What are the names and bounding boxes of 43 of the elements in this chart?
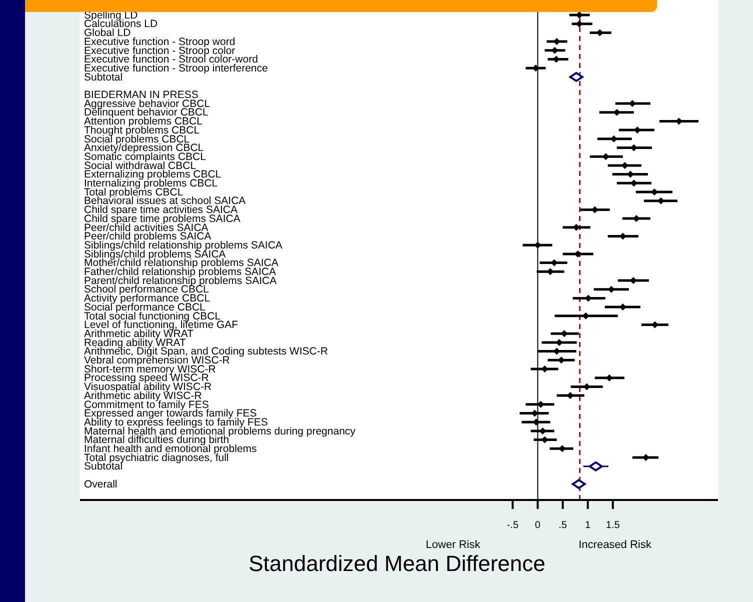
point: [613, 108, 620, 116]
point: [657, 197, 664, 204]
x-tick-label: 1.5: [606, 520, 620, 531]
point: [621, 162, 628, 169]
y-tick-label: Thought problems CBCL: [84, 124, 200, 136]
point: [537, 400, 544, 408]
point: [576, 20, 583, 28]
point: [574, 250, 582, 258]
point: [582, 312, 590, 320]
point: [558, 445, 566, 452]
x-tick-label: 1: [585, 520, 592, 531]
text: Lower Risk: [426, 539, 481, 551]
point: [539, 427, 546, 434]
y-tick-label: Subtotal: [84, 71, 123, 84]
point: [553, 38, 560, 46]
point: [560, 330, 568, 338]
point: [606, 374, 613, 382]
y-tick-label: Overall: [84, 478, 118, 490]
point: [619, 304, 626, 311]
x-tick-label: .5: [558, 520, 568, 531]
y-tick-label: Siblings/child relationship problems SAICA: [84, 239, 282, 252]
point: [551, 46, 558, 54]
point: [569, 72, 584, 82]
point: [588, 461, 603, 472]
point: [572, 224, 580, 231]
x-axis-title: Standardized Mean Difference: [248, 551, 546, 576]
point: [541, 366, 548, 372]
point: [558, 356, 565, 364]
point: [532, 64, 540, 72]
point: [546, 268, 554, 276]
point: [608, 286, 615, 293]
point: [566, 392, 574, 400]
point: [572, 479, 586, 490]
point: [576, 12, 583, 18]
x-tick-label: 0: [534, 520, 541, 531]
text: Increased Risk: [578, 539, 652, 551]
point: [532, 418, 540, 426]
point: [556, 338, 563, 346]
point: [630, 180, 638, 187]
x-tick-label: -.5: [506, 520, 519, 531]
point: [534, 242, 542, 249]
point: [610, 135, 618, 142]
point: [602, 153, 610, 160]
